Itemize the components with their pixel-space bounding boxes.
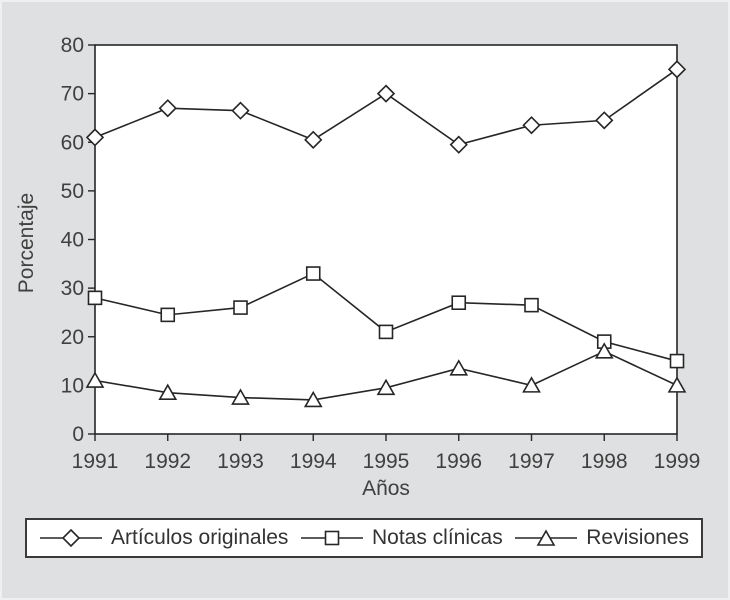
square-marker bbox=[87, 290, 103, 306]
square-marker bbox=[524, 297, 539, 313]
square-marker bbox=[378, 324, 394, 340]
diamond-marker bbox=[158, 99, 177, 118]
diamond-marker bbox=[449, 135, 468, 154]
diamond-marker bbox=[376, 84, 396, 103]
y-tick-label: 40 bbox=[61, 229, 84, 252]
y-tick-label: 60 bbox=[61, 131, 84, 154]
x-tick-label: 1996 bbox=[435, 450, 482, 473]
diamond-marker bbox=[304, 130, 323, 149]
square-marker-icon bbox=[300, 530, 363, 546]
y-tick-label: 0 bbox=[72, 423, 84, 446]
legend-item-revisiones: Revisiones bbox=[514, 526, 689, 550]
diamond-marker bbox=[667, 60, 687, 79]
diamond-marker bbox=[595, 111, 614, 130]
legend-item-articulos-originales: Artículos originales bbox=[39, 526, 288, 550]
triangle-marker bbox=[303, 390, 323, 408]
triangle-marker-icon bbox=[515, 529, 578, 546]
x-tick-label: 1991 bbox=[72, 450, 119, 473]
diamond-marker-icon bbox=[40, 528, 102, 548]
square-marker bbox=[305, 266, 321, 281]
diamond-marker bbox=[522, 116, 541, 135]
triangle-marker bbox=[85, 371, 105, 388]
square-marker bbox=[669, 353, 685, 369]
y-tick-label: 80 bbox=[61, 34, 84, 57]
y-tick-label: 10 bbox=[61, 374, 84, 397]
y-tick-label: 20 bbox=[61, 326, 84, 349]
y-tick-label: 50 bbox=[61, 180, 84, 203]
diamond-marker bbox=[231, 101, 250, 120]
legend-item-notas-clinicas: Notas clínicas bbox=[300, 526, 503, 550]
legend-label-notas-clinicas: Notas clínicas bbox=[371, 526, 503, 549]
x-tick-label: 1992 bbox=[144, 450, 191, 473]
x-tick-label: 1999 bbox=[654, 450, 701, 473]
plot-frame bbox=[94, 44, 678, 435]
x-tick-label: 1993 bbox=[217, 450, 264, 473]
triangle-marker bbox=[449, 359, 469, 376]
triangle-marker bbox=[594, 342, 614, 359]
legend-box: Artículos originales Notas clínicas Revi… bbox=[25, 518, 703, 558]
triangle-marker bbox=[667, 376, 687, 393]
triangle-marker bbox=[158, 383, 178, 400]
x-axis-title: Años bbox=[362, 477, 410, 500]
y-tick-label: 70 bbox=[61, 83, 84, 106]
x-tick-label: 1994 bbox=[290, 450, 337, 473]
square-marker bbox=[233, 300, 248, 315]
x-tick-label: 1998 bbox=[581, 450, 628, 473]
legend-label-articulos-originales: Artículos originales bbox=[111, 526, 289, 549]
triangle-marker bbox=[231, 388, 250, 405]
triangle-marker bbox=[376, 378, 396, 396]
square-marker bbox=[451, 295, 467, 311]
legend-label-revisiones: Revisiones bbox=[586, 526, 689, 549]
x-tick-label: 1995 bbox=[363, 450, 410, 473]
diamond-marker bbox=[85, 128, 105, 147]
y-axis-title: Porcentaje bbox=[15, 192, 38, 294]
y-tick-label: 30 bbox=[61, 277, 84, 300]
square-marker bbox=[160, 307, 176, 323]
x-tick-label: 1997 bbox=[508, 450, 555, 473]
triangle-marker bbox=[522, 376, 541, 393]
